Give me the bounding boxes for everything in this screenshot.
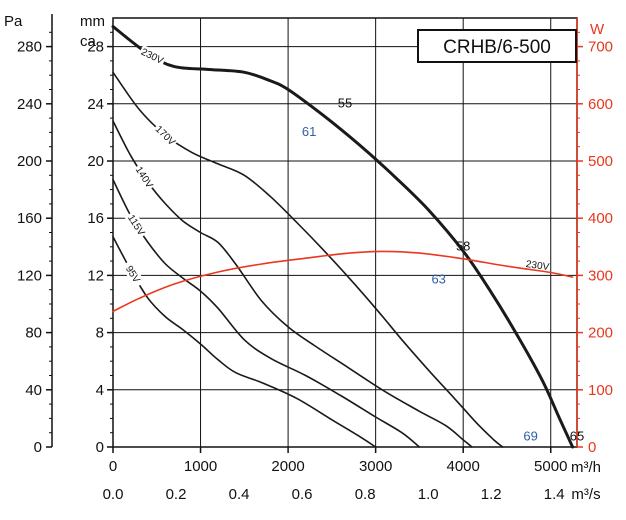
- series-lines: [111, 25, 575, 449]
- x-unit-m3h: m³/h: [571, 459, 601, 476]
- mmca-tick-label: 0: [96, 439, 104, 456]
- x-tick-label: 2000: [271, 458, 304, 475]
- x2-tick-label: 0.8: [355, 486, 376, 503]
- pa-tick-label: 160: [17, 210, 42, 227]
- pressure-curve-95v: [112, 236, 377, 448]
- mmca-tick-label: 28: [87, 39, 104, 56]
- pa-tick-label: 280: [17, 39, 42, 56]
- pressure-curve-230v: [111, 25, 575, 449]
- w-tick-label: 100: [588, 382, 613, 399]
- mmca-tick-label: 8: [96, 325, 104, 342]
- mmca-tick-label: 24: [87, 96, 104, 113]
- pa-tick-label: 200: [17, 153, 42, 170]
- curve-label-230v: 230V: [525, 259, 550, 273]
- w-tick-label: 600: [588, 96, 613, 113]
- curve-label-bg: [121, 259, 146, 289]
- mmca-tick-label: 4: [96, 382, 104, 399]
- mmca-tick-label: 16: [87, 210, 104, 227]
- curve-label-bg: [152, 121, 180, 149]
- annotation-label: 61: [302, 124, 316, 139]
- pressure-curve-115v: [112, 178, 421, 448]
- w-tick-label: 400: [588, 210, 613, 227]
- w-tick-label: 500: [588, 153, 613, 170]
- w-tick-label: 200: [588, 325, 613, 342]
- mmca-unit-line2: ca: [80, 33, 97, 50]
- plot-frame: [112, 17, 578, 448]
- chart-title-box: CRHB/6-500: [417, 29, 577, 63]
- axes: [46, 14, 583, 453]
- x-unit-m3s: m³/s: [571, 486, 600, 503]
- x-tick-label: 5000: [534, 458, 567, 475]
- chart-title: CRHB/6-500: [443, 37, 551, 58]
- x2-tick-label: 0.4: [229, 486, 250, 503]
- w-tick-label: 700: [588, 39, 613, 56]
- annotations: 55 61 58 63 69 65: [302, 95, 584, 443]
- pressure-curve-140v: [112, 120, 473, 448]
- x2-tick-label: 1.2: [481, 486, 502, 503]
- annotation-label: 55: [338, 95, 352, 110]
- pa-unit: Pa: [4, 13, 23, 30]
- curve-label-bg: [138, 44, 167, 68]
- mmca-tick-label: 20: [87, 153, 104, 170]
- curve-label-230v: 230V: [139, 47, 165, 67]
- curve-label-bg: [124, 210, 149, 240]
- annotation-label: 65: [570, 429, 584, 444]
- w-tick-label: 300: [588, 267, 613, 284]
- mmca-unit-line1: mm: [80, 13, 105, 30]
- pa-tick-label: 0: [34, 439, 42, 456]
- grid: [112, 17, 578, 448]
- annotation-label: 58: [456, 238, 470, 253]
- x2-tick-label: 0.0: [103, 486, 124, 503]
- x-tick-label: 0: [109, 458, 117, 475]
- pa-tick-label: 120: [17, 267, 42, 284]
- pa-tick-label: 80: [25, 325, 42, 342]
- annotation-label: 63: [431, 271, 445, 286]
- pa-tick-label: 40: [25, 382, 42, 399]
- x2-tick-label: 0.2: [166, 486, 187, 503]
- x2-tick-label: 0.6: [292, 486, 313, 503]
- x2-tick-label: 1.0: [418, 486, 439, 503]
- pressure-curve-170v: [112, 71, 504, 448]
- x-tick-label: 4000: [447, 458, 480, 475]
- curve-label-bg: [132, 162, 157, 192]
- annotation-label: 69: [523, 429, 537, 444]
- x-tick-label: 1000: [184, 458, 217, 475]
- x2-tick-label: 1.4: [544, 486, 565, 503]
- w-unit: W: [590, 21, 605, 38]
- mmca-tick-label: 12: [87, 267, 104, 284]
- pa-tick-label: 240: [17, 96, 42, 113]
- w-tick-label: 0: [588, 439, 596, 456]
- power-curve-230v: [112, 250, 574, 313]
- x-tick-label: 3000: [359, 458, 392, 475]
- tick-labels: 0 1000 2000 3000 4000 5000 m³/h0.0 0.2 0.4 0.6 0.8…: [4, 13, 613, 503]
